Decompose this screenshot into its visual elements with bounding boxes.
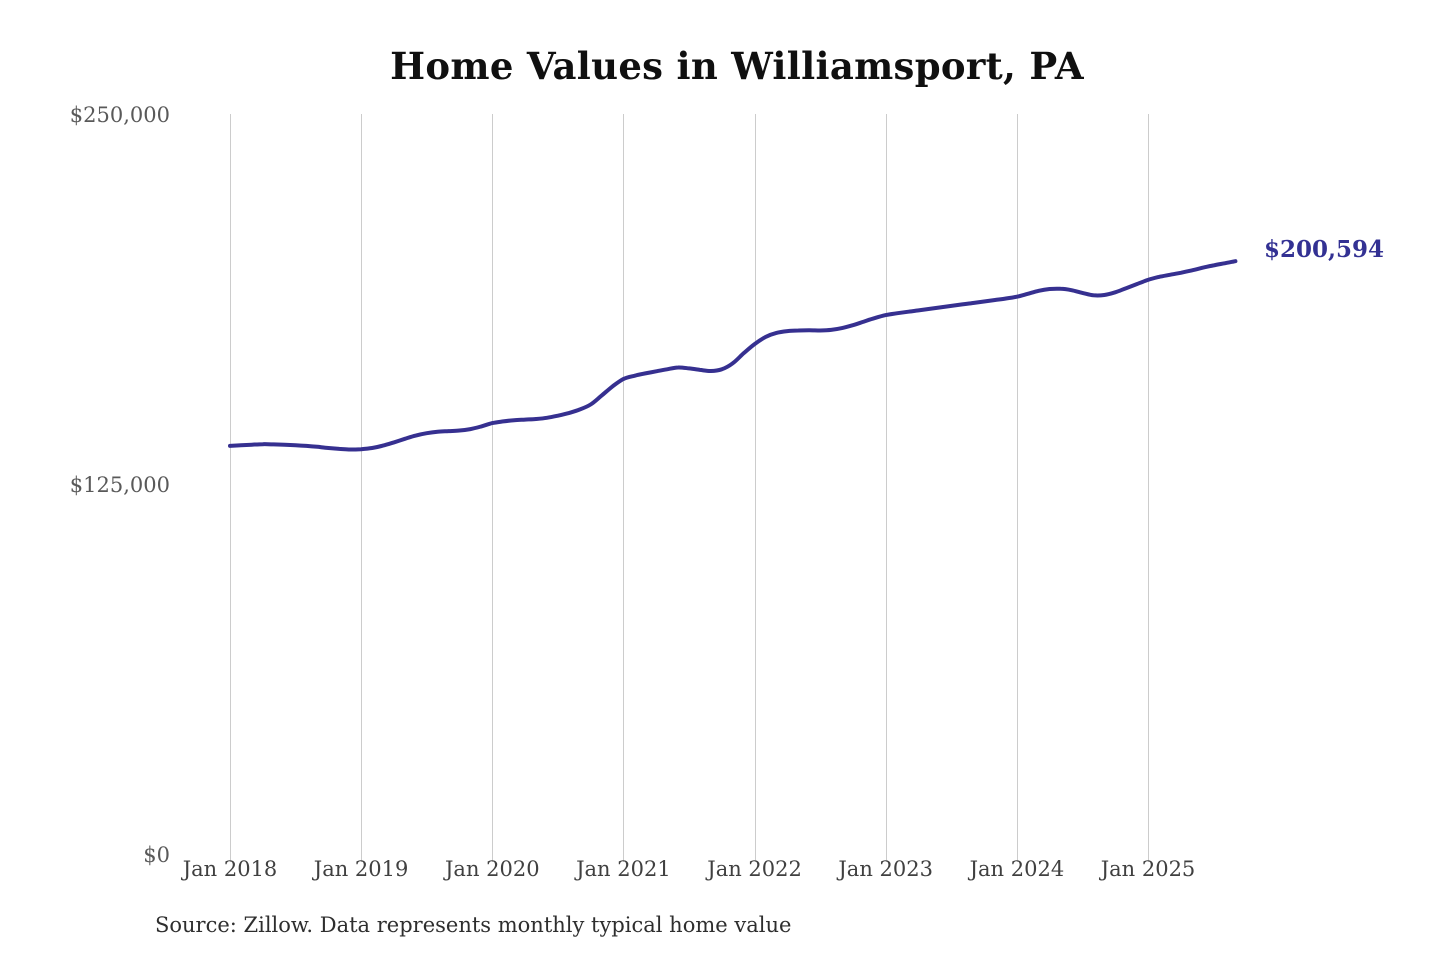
y-tick-label: $125,000 <box>69 473 170 497</box>
x-tick-label: Jan 2023 <box>838 857 933 881</box>
gridline-jan-2025 <box>1148 114 1149 862</box>
latest-value-label: $200,594 <box>1264 236 1385 263</box>
gridline-jan-2020 <box>492 114 494 862</box>
gridline-jan-2018 <box>230 114 231 862</box>
y-tick-label: $0 <box>143 843 170 867</box>
y-tick-label: $250,000 <box>69 103 170 127</box>
x-tick-label: Jan 2021 <box>576 857 671 881</box>
gridline-jan-2022 <box>754 114 756 862</box>
x-tick-label: Jan 2024 <box>969 857 1065 881</box>
gridline-jan-2019 <box>361 114 363 862</box>
x-tick-label: Jan 2019 <box>313 857 409 881</box>
x-tick-label: Jan 2025 <box>1100 857 1196 881</box>
x-tick-label: Jan 2020 <box>445 857 540 881</box>
gridline-jan-2023 <box>885 114 887 862</box>
x-tick-label: Jan 2022 <box>707 857 802 881</box>
x-tick-label: Jan 2018 <box>182 857 278 881</box>
source-note: Source: Zillow. Data represents monthly … <box>155 913 792 937</box>
gridline-jan-2024 <box>1016 114 1018 862</box>
gridline-jan-2021 <box>623 114 625 862</box>
home-value-line-series <box>228 259 1238 452</box>
chart-title: Home Values in Williamsport, PA <box>390 44 1084 88</box>
